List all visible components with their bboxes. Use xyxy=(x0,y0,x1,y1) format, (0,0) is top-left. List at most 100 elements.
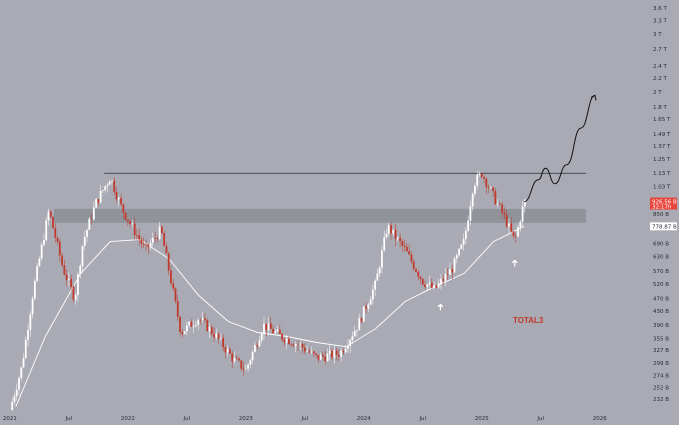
candle-body xyxy=(167,253,170,271)
candle-body xyxy=(174,288,177,301)
candle-body xyxy=(428,282,431,285)
candle-body xyxy=(235,357,238,359)
candle-body xyxy=(378,267,381,274)
price-tag-countdown: 32:17h xyxy=(652,205,672,211)
y-tick-label: 3 T xyxy=(653,32,662,38)
candle-body xyxy=(20,367,23,379)
candle-body xyxy=(501,204,504,213)
candle-body xyxy=(360,318,363,322)
y-tick-label: 470 B xyxy=(653,296,669,302)
candle-body xyxy=(272,329,274,334)
candle-body xyxy=(290,344,293,345)
candle-body xyxy=(469,206,472,221)
candles-layer xyxy=(11,171,526,411)
candle-body xyxy=(49,211,52,217)
candle-body xyxy=(415,268,417,272)
candle-body xyxy=(408,251,411,255)
candle-body xyxy=(349,339,352,346)
candle-body xyxy=(92,207,95,220)
candle-body xyxy=(233,357,236,362)
candle-body xyxy=(267,323,270,331)
bounce-arrow xyxy=(437,303,444,311)
candle-body xyxy=(426,284,429,287)
support-zone-layer xyxy=(54,172,586,223)
candle-body xyxy=(328,350,331,354)
candle-body xyxy=(27,330,29,340)
candle-body xyxy=(365,306,367,309)
candle-body xyxy=(120,197,122,205)
candle-body xyxy=(419,276,422,279)
x-tick-label: 2024 xyxy=(357,416,371,422)
candle-body xyxy=(292,344,295,347)
y-tick-label: 1.49 T xyxy=(653,132,671,138)
candle-body xyxy=(396,237,399,239)
x-tick-label: 2025 xyxy=(475,416,489,422)
candle-body xyxy=(385,233,388,238)
candle-body xyxy=(263,323,265,334)
candle-body xyxy=(326,353,329,362)
candle-body xyxy=(303,347,306,352)
candle-body xyxy=(478,173,481,176)
candle-body xyxy=(417,271,420,277)
candle-body xyxy=(462,239,465,245)
candle-body xyxy=(387,225,390,234)
candle-body xyxy=(464,230,467,240)
candle-body xyxy=(15,389,18,397)
candle-body xyxy=(512,231,515,237)
y-tick-label: 1.13 T xyxy=(653,171,671,177)
y-tick-label: 274 B xyxy=(653,373,669,379)
candle-body xyxy=(514,236,517,237)
candle-body xyxy=(435,285,438,288)
candle-body xyxy=(213,333,215,338)
candle-body xyxy=(52,216,54,229)
candle-body xyxy=(113,180,116,193)
candle-body xyxy=(201,318,204,320)
y-tick-label: 1.37 T xyxy=(653,144,671,150)
candle-body xyxy=(485,178,488,188)
candle-body xyxy=(308,351,311,353)
x-axis: 2021 Jul 2022 Jul 2023 Jul 2024 Jul 2025 Jul 2026 xyxy=(3,416,607,422)
candle-body xyxy=(285,338,288,343)
y-tick-label: 2.2 T xyxy=(653,76,667,82)
candle-body xyxy=(115,192,118,200)
candle-body xyxy=(63,265,66,275)
candle-body xyxy=(122,204,125,213)
candle-body xyxy=(383,237,386,251)
y-axis: 3.6 T 3.3 T 3 T 2.7 T 2.4 T 2.2 T 2 T 1.8 T 1.65… xyxy=(653,6,671,403)
candle-body xyxy=(471,193,474,207)
y-tick-label: 327 B xyxy=(653,348,669,354)
candle-body xyxy=(138,235,141,240)
price-tags: 926.56 B32:17h 778.87 B xyxy=(650,197,677,231)
candle-body xyxy=(253,345,256,352)
projection-path xyxy=(524,94,596,203)
candle-body xyxy=(505,214,508,227)
candle-body xyxy=(440,279,442,284)
candle-body xyxy=(283,339,286,343)
candle-body xyxy=(40,244,43,259)
candle-body xyxy=(154,237,156,239)
candle-body xyxy=(136,235,138,236)
candle-body xyxy=(494,190,497,205)
y-tick-label: 690 B xyxy=(653,242,669,248)
candle-body xyxy=(104,186,107,191)
candle-body xyxy=(362,306,365,322)
candle-body xyxy=(374,280,377,290)
candle-body xyxy=(312,351,315,354)
candle-body xyxy=(242,368,245,370)
candle-body xyxy=(521,206,524,222)
candle-body xyxy=(86,229,88,237)
candle-body xyxy=(340,350,343,357)
candle-body xyxy=(288,338,290,345)
candle-body xyxy=(430,282,433,288)
candle-body xyxy=(160,226,163,234)
candle-body xyxy=(126,219,129,222)
candle-body xyxy=(231,353,234,362)
candle-body xyxy=(412,261,415,269)
candle-body xyxy=(390,225,392,234)
candle-body xyxy=(392,229,395,234)
x-tick-label: 2021 xyxy=(3,416,17,422)
candle-body xyxy=(31,298,34,315)
candle-body xyxy=(43,240,45,245)
y-tick-label: 1.03 T xyxy=(653,184,671,190)
